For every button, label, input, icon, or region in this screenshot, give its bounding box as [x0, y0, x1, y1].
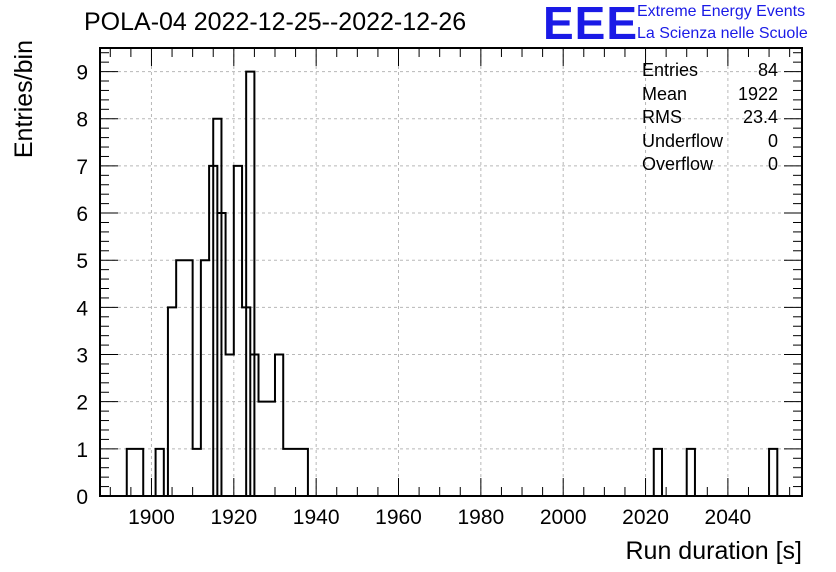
histogram-bin — [250, 355, 258, 496]
x-tick-label: 1900 — [128, 506, 175, 529]
stat-label-overflow: Overflow — [642, 154, 714, 174]
histogram-bin — [226, 355, 234, 496]
histogram-bin — [300, 449, 308, 496]
histogram-bin — [176, 260, 184, 496]
histogram-bin — [184, 260, 192, 496]
y-tick-label: 1 — [76, 439, 88, 462]
stat-value-underflow: 0 — [767, 130, 778, 151]
y-tick-label: 9 — [76, 62, 88, 85]
histogram-bin — [135, 449, 143, 496]
x-tick-label: 2040 — [705, 506, 752, 529]
stat-label-underflow: Underflow — [642, 130, 724, 151]
histogram-bin — [156, 449, 164, 496]
y-tick-label: 0 — [76, 486, 88, 509]
histogram-bin — [654, 449, 662, 496]
stat-value-entries: 84 — [757, 60, 778, 80]
chart-title: POLA-04 2022-12-25--2022-12-26 — [84, 8, 467, 36]
histogram-outline — [125, 70, 779, 496]
y-tick-label: 4 — [76, 297, 88, 320]
histogram-bin — [769, 449, 777, 496]
histogram-bin — [234, 166, 242, 496]
histogram-bin — [283, 449, 291, 496]
stat-value-overflow: 0 — [767, 154, 778, 174]
x-tick-label: 1960 — [375, 506, 422, 529]
logo-line-2: La Scienza nelle Scuole — [637, 25, 808, 42]
y-tick-label: 2 — [76, 392, 88, 415]
y-tick-label: 8 — [76, 109, 88, 132]
histogram-bin — [259, 402, 267, 496]
y-tick-label: 7 — [76, 156, 88, 179]
x-tick-label: 1940 — [293, 506, 340, 529]
histogram-bin — [168, 307, 176, 496]
y-tick-label: 3 — [76, 345, 88, 368]
logo-line-1: Extreme Energy Events — [637, 3, 806, 20]
x-tick-label: 1980 — [457, 506, 504, 529]
stat-label-entries: Entries — [642, 60, 699, 80]
histogram-bin — [687, 449, 695, 496]
histogram-bin — [217, 213, 225, 496]
stat-value-mean: 1922 — [737, 83, 778, 104]
histogram-bin — [193, 449, 201, 496]
x-tick-label: 2020 — [622, 506, 669, 529]
histogram-bin — [275, 355, 283, 496]
eee-logo: EEE — [543, 0, 639, 49]
histogram-bin — [267, 402, 275, 496]
y-tick-label: 5 — [76, 250, 88, 273]
stat-label-rms: RMS — [642, 107, 682, 127]
x-tick-label: 1920 — [210, 506, 257, 529]
y-tick-label: 6 — [76, 203, 88, 226]
x-axis-label: Run duration [s] — [626, 537, 803, 565]
histogram-bin — [201, 260, 209, 496]
plot-frame — [99, 47, 803, 497]
x-tick-label: 2000 — [540, 506, 587, 529]
stat-value-rms: 23.4 — [742, 107, 778, 127]
y-axis-label: Entries/bin — [10, 40, 38, 158]
stat-label-mean: Mean — [642, 83, 688, 104]
